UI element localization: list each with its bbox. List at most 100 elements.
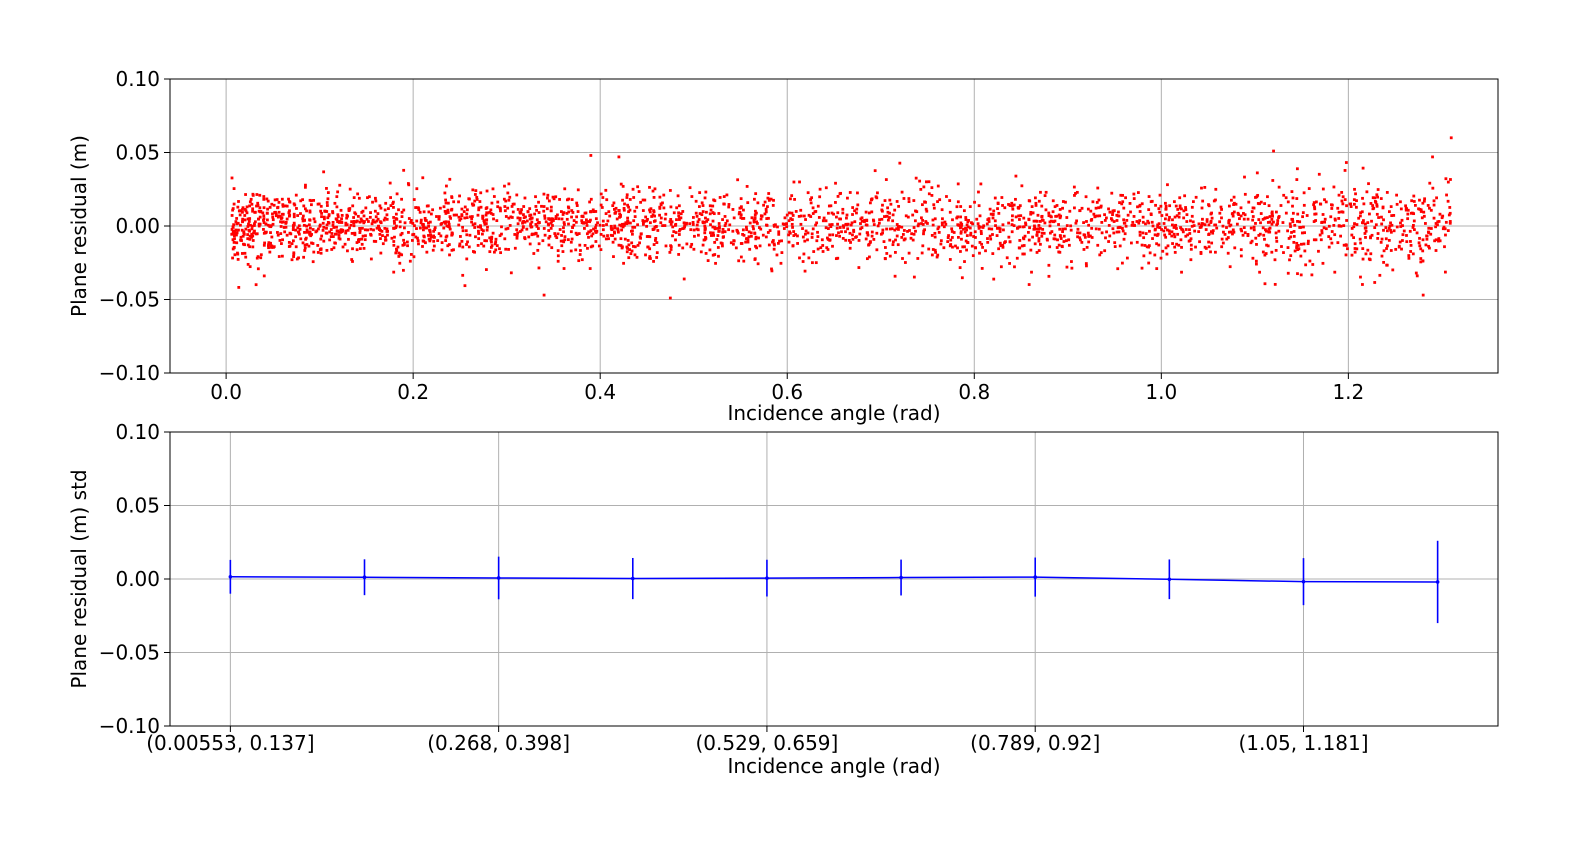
scatter-point (841, 207, 845, 211)
scatter-point (613, 226, 617, 230)
scatter-point (803, 239, 807, 243)
scatter-point (321, 221, 325, 225)
scatter-point (256, 204, 260, 207)
scatter-point (1189, 247, 1193, 251)
scatter-point (1010, 218, 1014, 222)
scatter-point (534, 195, 537, 199)
scatter-point (1384, 226, 1388, 230)
scatter-point (633, 245, 637, 249)
scatter-point (362, 221, 366, 225)
scatter-point (1038, 220, 1042, 223)
scatter-point (232, 187, 236, 190)
scatter-point (473, 199, 477, 203)
scatter-point (1097, 198, 1101, 202)
scatter-point (373, 220, 377, 224)
scatter-point (535, 225, 539, 228)
std-mean-point (1301, 579, 1306, 584)
scatter-point (258, 206, 262, 210)
scatter-point (706, 259, 710, 263)
scatter-point (465, 233, 469, 237)
scatter-point (698, 191, 702, 195)
scatter-point (346, 249, 349, 253)
scatter-point (467, 245, 471, 249)
scatter-point (280, 254, 284, 258)
scatter-point (1336, 241, 1340, 245)
scatter-point (1314, 238, 1318, 242)
scatter-point (599, 248, 603, 252)
scatter-point (708, 212, 712, 216)
scatter-point (927, 192, 931, 196)
scatter-point (289, 232, 293, 236)
scatter-point (534, 205, 538, 208)
scatter-point (1389, 205, 1393, 209)
scatter-point (1268, 226, 1272, 230)
scatter-point (885, 227, 888, 231)
scatter-point (922, 185, 926, 189)
scatter-point (930, 234, 934, 237)
scatter-point (364, 206, 368, 210)
scatter-point (1037, 237, 1041, 240)
scatter-point (243, 214, 247, 217)
scatter-point (1259, 221, 1262, 225)
scatter-point (903, 237, 907, 241)
scatter-point (231, 231, 235, 235)
scatter-point (428, 239, 432, 243)
scatter-point (1064, 200, 1067, 204)
scatter-point (291, 239, 295, 243)
scatter-point (912, 226, 916, 229)
scatter-point (363, 228, 367, 232)
scatter-point (663, 224, 667, 227)
scatter-point (476, 225, 480, 229)
scatter-point (431, 208, 435, 212)
scatter-point (528, 207, 532, 211)
scatter-point (1288, 222, 1292, 226)
scatter-point (802, 214, 806, 218)
scatter-point (312, 217, 316, 221)
scatter-point (653, 187, 657, 191)
scatter-point (1357, 216, 1361, 220)
scatter-point (1204, 228, 1208, 231)
scatter-point (1058, 216, 1062, 220)
scatter-point (801, 227, 804, 230)
scatter-point (476, 244, 480, 247)
scatter-point (1023, 234, 1027, 238)
scatter-point (281, 212, 285, 216)
scatter-point (793, 197, 796, 201)
scatter-point (477, 229, 480, 233)
scatter-point (926, 222, 929, 225)
scatter-point (534, 232, 538, 235)
scatter-point (421, 245, 424, 248)
scatter-point (1132, 192, 1136, 196)
scatter-point (386, 233, 389, 237)
scatter-point (1352, 198, 1356, 202)
scatter-point (465, 208, 469, 212)
scatter-point (972, 235, 975, 238)
scatter-point (592, 210, 596, 214)
scatter-point (755, 246, 759, 250)
scatter-point (452, 200, 456, 204)
scatter-point (923, 200, 926, 204)
scatter-point (1207, 204, 1211, 208)
scatter-point (271, 212, 274, 216)
scatter-point (931, 223, 935, 227)
scatter-point (836, 211, 840, 215)
scatter-point (1364, 236, 1367, 239)
scatter-point (1321, 187, 1325, 191)
scatter-point (856, 191, 859, 195)
scatter-point (253, 220, 257, 224)
scatter-point (613, 237, 617, 241)
scatter-point (1087, 234, 1091, 238)
scatter-point (422, 223, 425, 226)
scatter-point (537, 211, 541, 214)
scatter-point (1215, 226, 1219, 230)
scatter-point (247, 220, 251, 223)
scatter-point (722, 195, 726, 198)
scatter-point (1386, 244, 1389, 248)
scatter-point (585, 221, 588, 225)
scatter-point (322, 170, 326, 174)
scatter-point (845, 213, 849, 217)
scatter-point (1441, 214, 1445, 218)
scatter-point (1121, 200, 1125, 204)
scatter-point (1337, 193, 1341, 197)
scatter-point (235, 241, 239, 245)
